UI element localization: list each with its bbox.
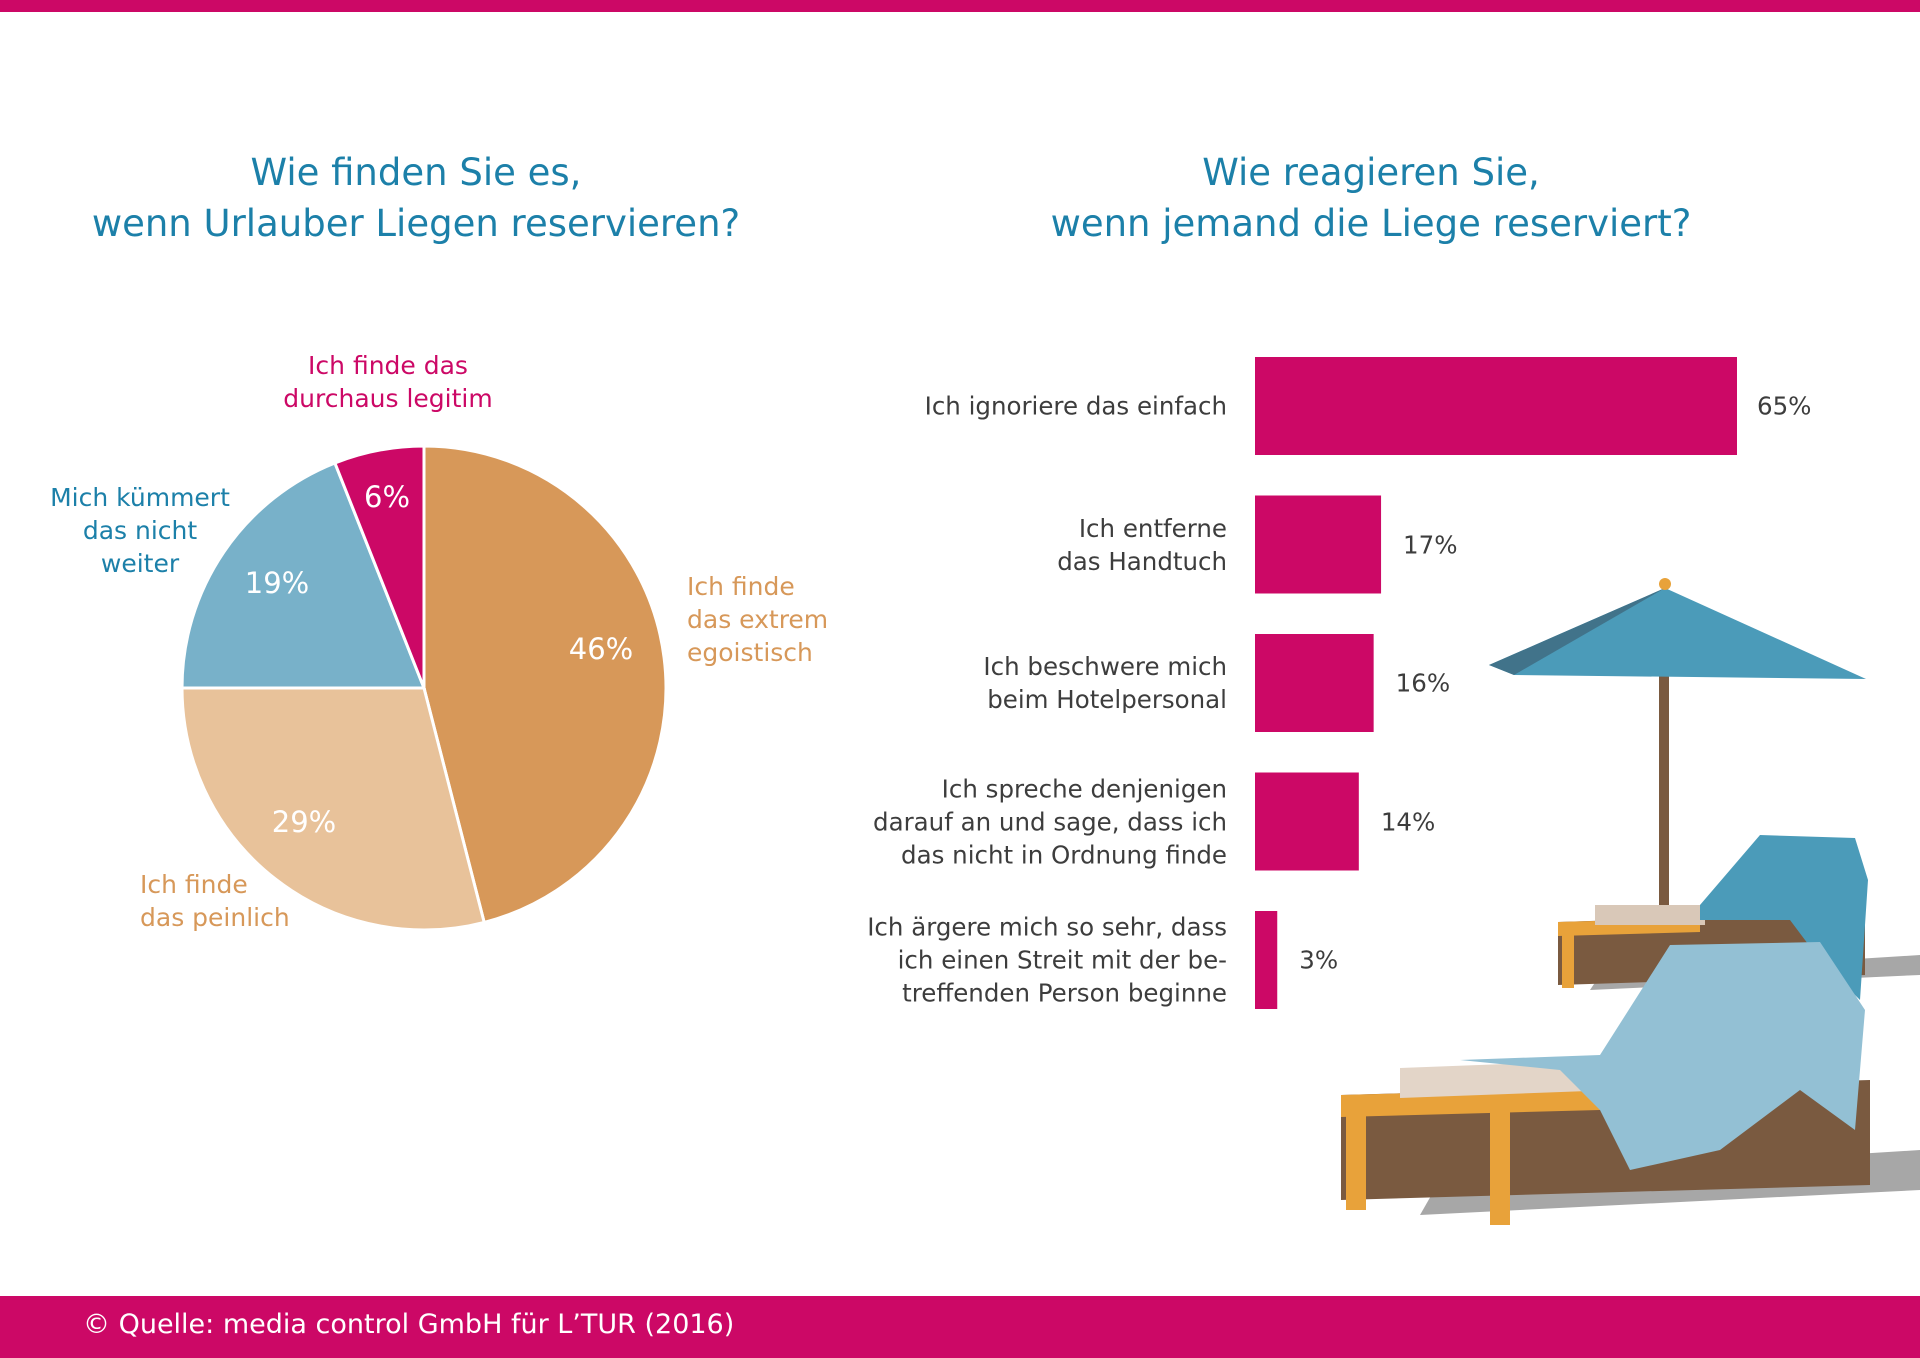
- bar-3: [1255, 772, 1359, 871]
- bar-label-line: darauf an und sage, dass ich: [873, 807, 1227, 836]
- pie-category-label: Ich finde das extrem egoistisch: [687, 570, 828, 669]
- pie-slice-2: [180, 461, 427, 690]
- footer-bar: © Quelle: media control GmbH für L’TUR (…: [0, 1296, 1920, 1358]
- pie-category-label: Ich finde das peinlich: [140, 868, 290, 934]
- bar-value-label: 17%: [1403, 530, 1458, 559]
- bar-label-line: Ich beschwere mich: [983, 652, 1227, 681]
- pie-label-line: weiter: [100, 549, 180, 578]
- bar-label-line: das nicht in Ordnung finde: [901, 840, 1227, 869]
- pie-label-line: Ich finde das: [308, 351, 468, 380]
- bar-value-label: 16%: [1395, 668, 1451, 698]
- umbrella-canopy: [1489, 588, 1866, 679]
- bar-0: [1255, 357, 1737, 455]
- bar-category-label: Ich ignoriere das einfach: [925, 390, 1227, 423]
- pie-slice-0: [422, 444, 668, 925]
- pie-chart: [180, 444, 668, 932]
- pie-slice-3: [332, 444, 426, 689]
- front-lounger-leg-1: [1346, 1110, 1366, 1210]
- pie-label-line: Ich finde: [687, 572, 795, 601]
- source-credit: © Quelle: media control GmbH für L’TUR (…: [83, 1309, 735, 1340]
- bar-chart: [1255, 357, 1737, 1009]
- pie-slice-1: [180, 686, 487, 932]
- pie-label-line: das extrem: [687, 605, 829, 634]
- pie-value-label: 29%: [271, 805, 337, 839]
- top-accent-bar: [0, 0, 1920, 12]
- pie-label-line: egoistisch: [687, 638, 813, 667]
- bar-label-line: ich einen Streit mit der be-: [897, 945, 1227, 975]
- pie-value-label: 6%: [363, 480, 411, 514]
- pie-label-line: das nicht: [82, 516, 198, 545]
- umbrella-pole: [1659, 675, 1669, 905]
- bar-title-line-2: wenn jemand die Liege reserviert?: [1050, 202, 1692, 245]
- pie-chart-title: Wie finden Sie es, wenn Urlauber Liegen …: [6, 147, 826, 249]
- front-lounger-leg-2: [1490, 1110, 1510, 1225]
- bar-category-label: Ich beschwere mich beim Hotelpersonal: [983, 650, 1227, 716]
- umbrella-knob: [1659, 578, 1671, 590]
- bar-1: [1255, 495, 1382, 594]
- bar-label-line: Ich entferne: [1078, 513, 1227, 543]
- pie-label-line: das peinlich: [140, 903, 290, 932]
- back-lounger-cushion: [1595, 905, 1705, 925]
- pie-value-label: 19%: [244, 566, 310, 600]
- bar-label-line: Ich ärgere mich so sehr, dass: [867, 912, 1227, 942]
- pie-label-line: durchaus legitim: [283, 384, 493, 413]
- bar-label-line: beim Hotelpersonal: [987, 685, 1227, 714]
- pie-category-label: Mich kümmert das nicht weiter: [0, 481, 340, 580]
- back-lounger-leg: [1562, 930, 1574, 988]
- bar-category-label: Ich entferne das Handtuch: [1057, 512, 1227, 578]
- bar-category-label: Ich spreche denjenigen darauf an und sage…: [873, 772, 1227, 871]
- beach-lounger-illustration: [1341, 578, 1920, 1225]
- pie-title-line-1: Wie finden Sie es,: [250, 151, 582, 194]
- bar-label-line: das Handtuch: [1057, 546, 1227, 576]
- pie-category-label: Ich finde das durchaus legitim: [188, 349, 588, 415]
- pie-value-label: 46%: [568, 632, 634, 666]
- bar-chart-title: Wie reagieren Sie, wenn jemand die Liege…: [961, 147, 1781, 249]
- pie-label-line: Ich finde: [140, 870, 248, 899]
- front-lounger-towel: [1460, 942, 1865, 1170]
- bar-value-label: 14%: [1380, 807, 1436, 836]
- bar-category-label: Ich ärgere mich so sehr, dass ich einen S…: [867, 911, 1227, 1010]
- bar-value-label: 65%: [1757, 391, 1812, 421]
- bar-value-label: 3%: [1299, 945, 1339, 975]
- bar-4: [1255, 911, 1278, 1009]
- pie-title-line-2: wenn Urlauber Liegen reservieren?: [91, 202, 741, 245]
- bar-label-line: treffenden Person beginne: [902, 978, 1227, 1008]
- pie-label-line: Mich kümmert: [50, 483, 230, 512]
- bar-label-line: Ich spreche denjenigen: [941, 774, 1227, 803]
- bar-label-line: Ich ignoriere das einfach: [924, 391, 1227, 421]
- bar-2: [1255, 634, 1374, 732]
- bar-title-line-1: Wie reagieren Sie,: [1202, 151, 1540, 194]
- umbrella-shade: [1489, 588, 1665, 675]
